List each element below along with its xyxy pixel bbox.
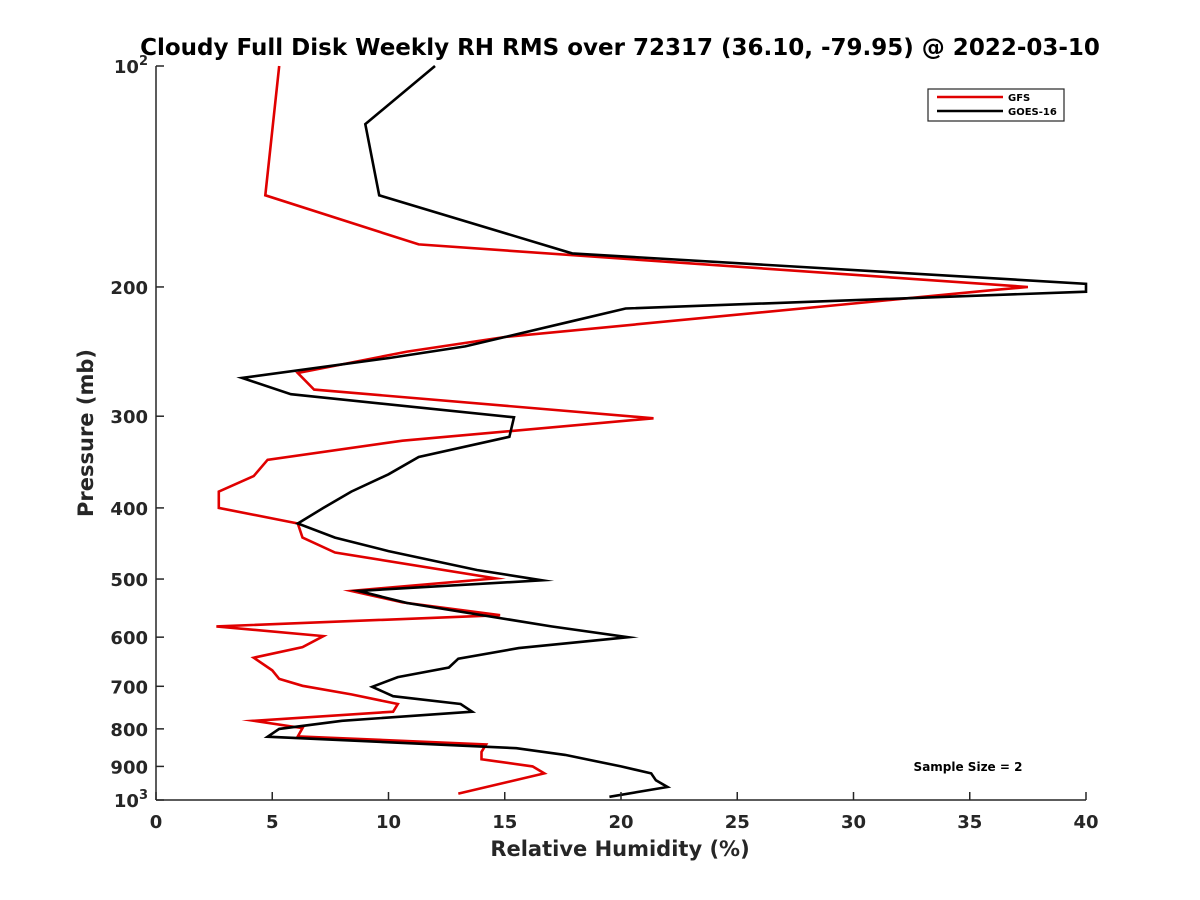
y-axis-label: Pressure (mb)	[74, 349, 98, 517]
y-tick-label-800: 800	[110, 720, 148, 741]
x-tick-label-5: 5	[266, 812, 279, 833]
y-tick-label-100: 102	[114, 54, 148, 78]
y-tick-label-200: 200	[110, 278, 148, 299]
x-tick-label-25: 25	[725, 812, 750, 833]
x-axis-label: Relative Humidity (%)	[490, 837, 749, 861]
x-axis-ticks: 0 5 10 15 20 25 30 35 40	[150, 792, 1099, 833]
legend-box	[927, 88, 1065, 122]
x-tick-label-10: 10	[376, 812, 401, 833]
y-tick-label-700: 700	[110, 677, 148, 698]
sample-size-annotation: Sample Size = 2	[914, 760, 1023, 774]
y-tick-label-500: 500	[110, 570, 148, 591]
x-tick-label-15: 15	[492, 812, 517, 833]
legend: GFS GOES-16	[927, 88, 1065, 122]
x-tick-label-30: 30	[841, 812, 866, 833]
y-tick-label-1000: 103	[114, 788, 148, 812]
y-tick-label-600: 600	[110, 628, 148, 649]
plot-area	[216, 65, 1088, 799]
y-tick-label-400: 400	[110, 499, 148, 520]
legend-label-goes16: GOES-16	[1008, 107, 1057, 118]
series-line-goes-16	[236, 65, 1088, 799]
x-tick-label-40: 40	[1073, 812, 1098, 833]
y-axis-ticks: 102 200 300 400 500 600 700 800 900 103	[110, 54, 164, 812]
x-tick-label-0: 0	[150, 812, 163, 833]
axes	[155, 66, 1086, 801]
x-tick-label-35: 35	[957, 812, 982, 833]
y-tick-label-300: 300	[110, 407, 148, 428]
chart-title: Cloudy Full Disk Weekly RH RMS over 7231…	[140, 35, 1100, 61]
y-tick-label-900: 900	[110, 757, 148, 778]
legend-label-gfs: GFS	[1008, 93, 1030, 104]
x-tick-label-20: 20	[608, 812, 633, 833]
series-line-gfs	[216, 65, 1029, 795]
